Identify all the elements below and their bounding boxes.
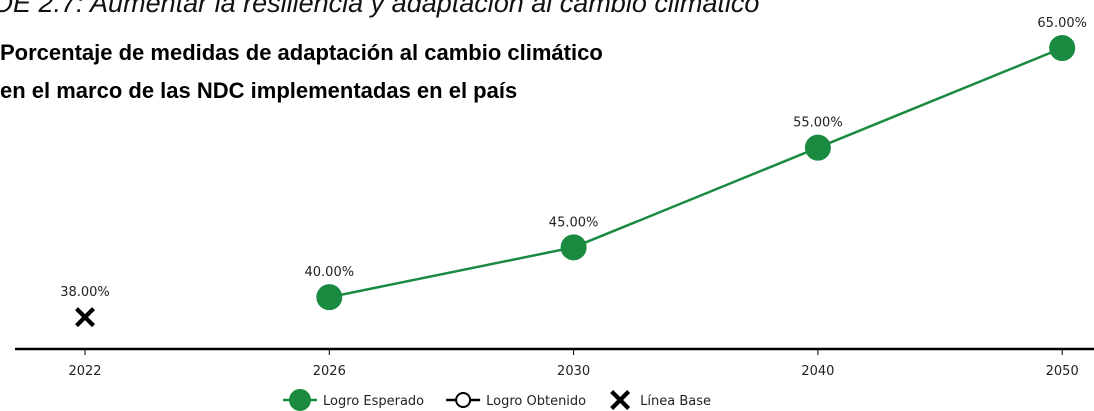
legend-label: Logro Esperado [323,394,424,409]
point-marker [1049,35,1076,61]
x-tick-label: 2030 [557,364,590,379]
point-marker [75,307,95,328]
point-marker [316,284,343,311]
legend-label: Línea Base [640,394,711,409]
legend-marker [455,392,472,408]
x-tick-label: 2050 [1046,364,1079,379]
chart-subtitle: Porcentaje de medidas de adaptación al c… [0,40,603,65]
legend-marker [610,390,631,410]
value-label: 45.00% [549,215,599,230]
chart-subtitle: en el marco de las NDC implementadas en … [0,78,517,103]
point-marker [560,234,587,261]
x-tick-label: 2040 [801,364,834,379]
x-tick-label: 2026 [313,364,346,379]
value-label: 55.00% [793,116,843,131]
series-line [329,46,1063,299]
x-tick-label: 2022 [68,364,101,379]
value-label: 65.00% [1037,16,1087,31]
chart-title: OE 2.7: Aumentar la resiliencia y adapta… [0,0,759,18]
value-label: 38.00% [60,285,110,300]
point-marker [804,134,831,161]
legend-marker [289,389,311,411]
legend-label: Logro Obtenido [486,394,586,409]
value-label: 40.00% [305,265,355,280]
